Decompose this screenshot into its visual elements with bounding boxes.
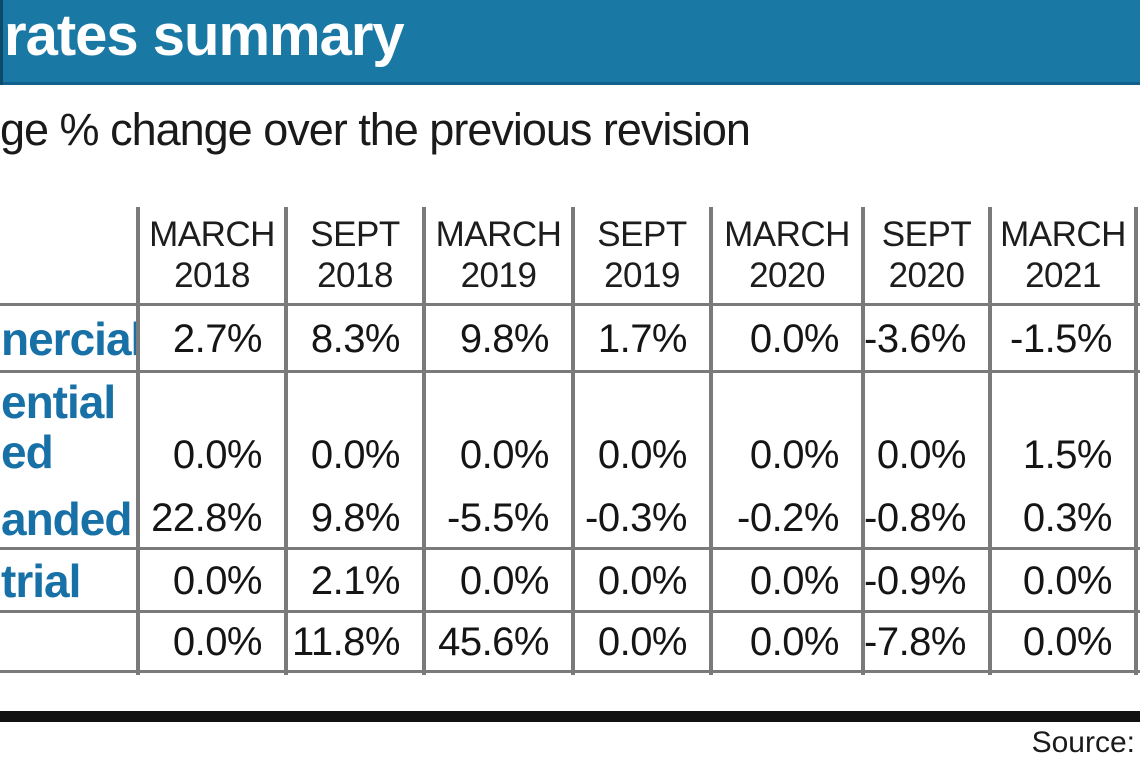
table-cell: 0.0% bbox=[876, 433, 967, 477]
table-cell: 45.6% bbox=[438, 620, 549, 664]
table-cell: 0.3% bbox=[1022, 496, 1113, 540]
source-label: Source: bbox=[1031, 726, 1135, 759]
column-header-year: 2019 bbox=[460, 256, 537, 295]
row-label: anded bbox=[1, 492, 132, 545]
table-cell: 8.3% bbox=[310, 316, 401, 361]
column-header-month: SEPT bbox=[597, 215, 687, 254]
table-vline bbox=[136, 207, 140, 675]
column-header: SEPT 2020 bbox=[865, 207, 988, 303]
table-cell: 0.0% bbox=[459, 433, 550, 477]
table-cell: -1.5% bbox=[1010, 316, 1113, 361]
column-header-month: MARCH bbox=[435, 215, 562, 254]
column-header-year: 2020 bbox=[888, 256, 965, 295]
table-cell: -0.9% bbox=[864, 558, 967, 603]
table-vline bbox=[422, 207, 426, 675]
table-hline bbox=[0, 370, 1140, 373]
column-header: SEPT 2019 bbox=[575, 207, 709, 303]
table-cell: -3.6% bbox=[864, 316, 967, 361]
column-header-month: MARCH bbox=[1000, 215, 1126, 254]
table-cell: 0.0% bbox=[172, 558, 263, 603]
row-label: nercial bbox=[1, 313, 136, 365]
column-header: MARCH 2018 bbox=[140, 207, 284, 303]
table-cell: 0.0% bbox=[459, 558, 550, 603]
table-cell: 0.0% bbox=[1022, 558, 1113, 603]
table-vline bbox=[988, 207, 992, 675]
table-vline bbox=[861, 207, 865, 675]
table-cell: 0.0% bbox=[597, 433, 688, 477]
table-cell: -0.2% bbox=[737, 496, 840, 540]
page-subtitle: ge % change over the previous revision bbox=[0, 104, 751, 155]
page-title: rates summary bbox=[4, 3, 405, 68]
table-cell: 0.0% bbox=[172, 620, 263, 664]
row-label: ential ed bbox=[0, 375, 136, 490]
column-header-year: 2018 bbox=[174, 256, 250, 295]
row-label-line1: ential bbox=[1, 376, 116, 428]
column-header: MARCH 2021 bbox=[992, 207, 1134, 303]
table-cell: -0.3% bbox=[585, 496, 688, 540]
table-cell: 0.0% bbox=[597, 558, 688, 603]
column-header-month: SEPT bbox=[310, 215, 400, 254]
table-vline bbox=[709, 207, 713, 675]
table-hline bbox=[0, 670, 1140, 673]
column-header-year: 2020 bbox=[749, 256, 825, 295]
table-cell: 0.0% bbox=[1022, 620, 1113, 664]
table-cell: -5.5% bbox=[447, 496, 550, 540]
column-header-month: SEPT bbox=[881, 215, 972, 254]
table-cell: 0.0% bbox=[310, 433, 401, 477]
table-cell: 0.0% bbox=[749, 620, 840, 664]
footer-divider-bar bbox=[0, 711, 1140, 722]
table-hline bbox=[0, 547, 1140, 550]
column-header: SEPT 2018 bbox=[288, 207, 422, 303]
table-cell: 0.0% bbox=[172, 433, 263, 477]
table-cell: 0.0% bbox=[597, 620, 688, 664]
column-header-year: 2019 bbox=[604, 256, 680, 295]
table-cell: 11.8% bbox=[292, 620, 400, 664]
table-cell: 0.0% bbox=[749, 558, 840, 603]
column-header-year: 2018 bbox=[317, 256, 393, 295]
table-cell: -0.8% bbox=[864, 496, 967, 540]
table-vline bbox=[1134, 207, 1138, 675]
table-cell: 1.7% bbox=[597, 316, 688, 361]
table-cell: 0.0% bbox=[749, 433, 840, 477]
banner-left-edge bbox=[0, 0, 3, 85]
table-hline bbox=[0, 610, 1140, 613]
table-cell: 9.8% bbox=[459, 316, 550, 361]
table-cell: 22.8% bbox=[151, 496, 262, 540]
table-vline bbox=[571, 207, 575, 675]
table-cell: 9.8% bbox=[310, 496, 401, 540]
column-header-year: 2021 bbox=[1025, 256, 1101, 295]
table-cell: -7.8% bbox=[864, 620, 967, 664]
table-cell: 0.0% bbox=[749, 316, 840, 361]
title-banner bbox=[0, 0, 1140, 85]
table-cell: 2.1% bbox=[310, 558, 401, 603]
column-header: MARCH 2020 bbox=[713, 207, 861, 303]
table-cell: 1.5% bbox=[1022, 433, 1113, 477]
column-header: MARCH 2019 bbox=[426, 207, 571, 303]
row-label: trial bbox=[1, 555, 81, 607]
table-hline bbox=[0, 303, 1140, 306]
table-vline bbox=[284, 207, 288, 675]
row-label-line2: ed bbox=[1, 426, 54, 478]
table-cell: 2.7% bbox=[172, 316, 263, 361]
row-label bbox=[0, 615, 136, 670]
column-header-month: MARCH bbox=[724, 215, 850, 254]
column-header-month: MARCH bbox=[149, 215, 275, 254]
